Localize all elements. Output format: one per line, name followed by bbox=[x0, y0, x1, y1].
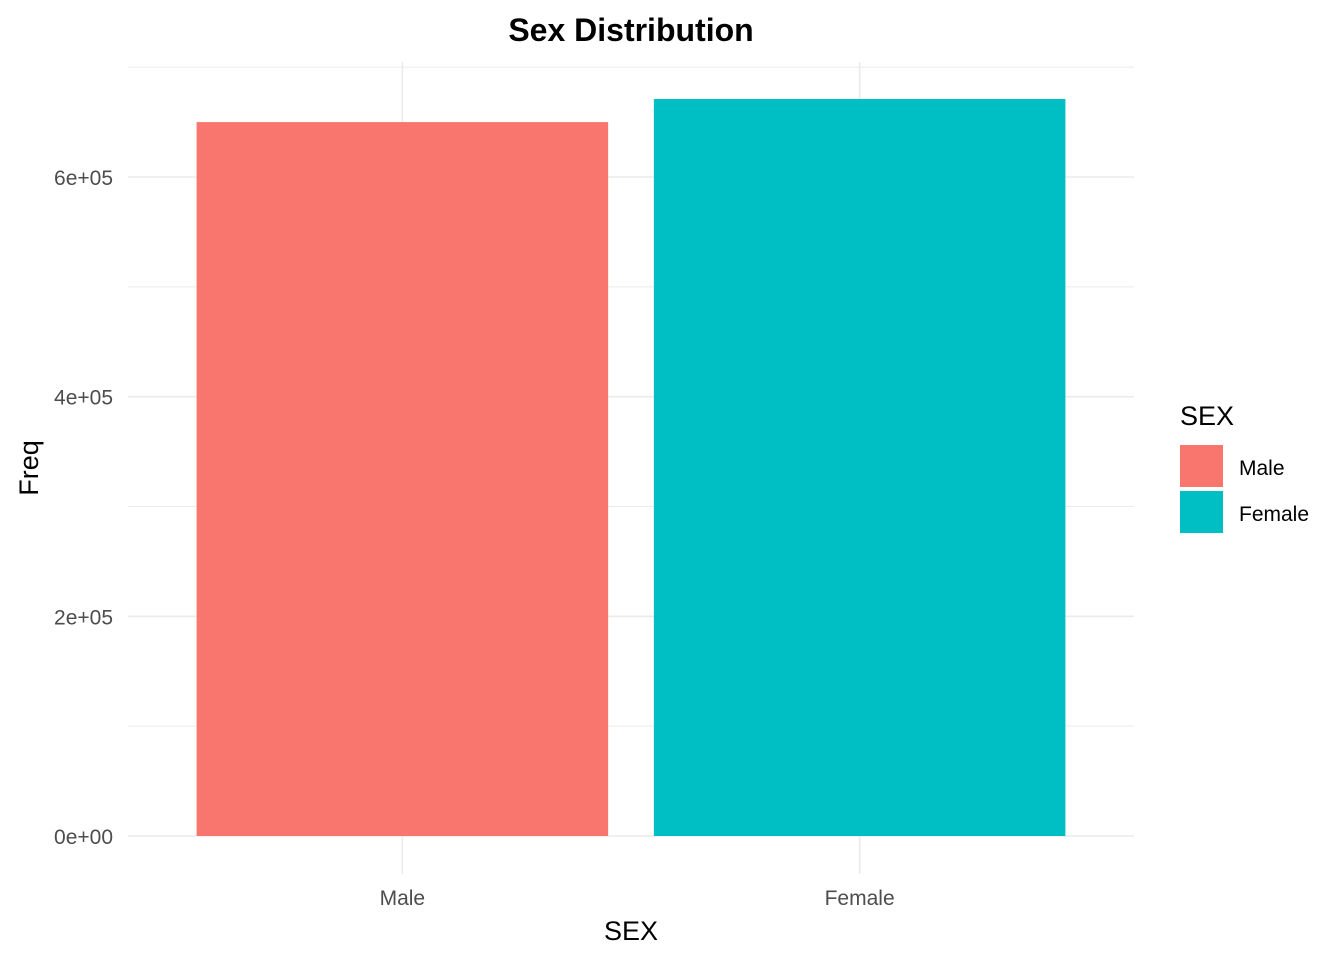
y-axis-ticks: 0e+00 2e+05 4e+05 6e+05 bbox=[54, 167, 113, 849]
legend: SEX Male Female bbox=[1180, 401, 1309, 533]
chart-title: Sex Distribution bbox=[508, 12, 753, 48]
y-tick-label: 2e+05 bbox=[54, 606, 113, 629]
y-tick-label: 6e+05 bbox=[54, 167, 113, 190]
y-axis-title: Freq bbox=[14, 440, 44, 496]
legend-entries: Male Female bbox=[1180, 445, 1309, 533]
legend-label-male: Male bbox=[1239, 457, 1285, 480]
x-axis-ticks: Male Female bbox=[380, 887, 895, 910]
y-tick-label: 4e+05 bbox=[54, 387, 113, 410]
y-tick-label: 0e+00 bbox=[54, 826, 113, 849]
legend-label-female: Female bbox=[1239, 503, 1309, 526]
bar-female bbox=[653, 99, 1066, 837]
legend-title: SEX bbox=[1180, 401, 1234, 431]
bar-male bbox=[196, 122, 609, 837]
x-axis-title: SEX bbox=[604, 916, 658, 946]
bars bbox=[196, 99, 1066, 837]
legend-swatch-male bbox=[1180, 445, 1223, 487]
x-tick-label: Female bbox=[825, 887, 895, 910]
x-tick-label: Male bbox=[380, 887, 426, 910]
legend-swatch-female bbox=[1180, 491, 1223, 533]
